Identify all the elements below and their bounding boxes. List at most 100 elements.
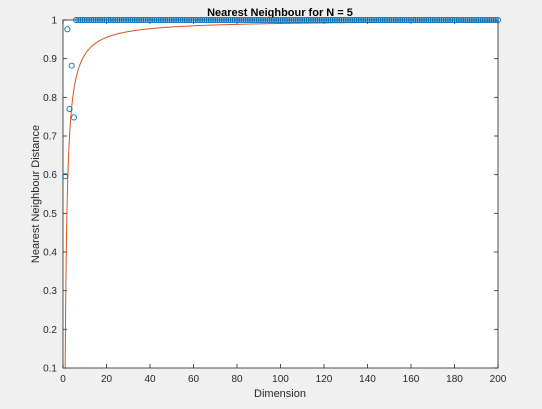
data-point [138,16,145,24]
data-point [275,16,282,24]
data-point [410,16,417,24]
data-point [140,16,147,24]
data-point [316,16,323,24]
data-point [146,16,154,24]
data-point [281,16,288,24]
data-point [283,16,291,24]
y-tick-label: 0.5 [43,209,57,220]
data-point [490,16,497,24]
data-point [86,16,93,24]
data-point [253,16,260,24]
data-point [420,16,428,24]
y-tick-label: 0.1 [43,364,57,375]
data-point [240,16,247,24]
y-tick-label: 0.7 [43,132,57,143]
data-point [118,16,125,24]
data-point [320,16,328,24]
data-point [360,16,367,24]
x-tick-label: 160 [403,374,420,385]
chart-title: Nearest Neighbour for N = 5 [207,7,353,19]
data-point [194,16,201,24]
data-point [273,16,280,24]
data-point [303,16,310,24]
data-point [336,16,343,24]
data-point [164,16,171,24]
data-point [159,16,167,24]
data-point [375,16,382,24]
data-point [114,16,121,24]
data-point [379,16,386,24]
data-point [331,16,338,24]
data-point [457,16,465,24]
data-point [66,105,73,112]
data-point [279,16,286,24]
data-point [192,16,199,24]
data-point [397,16,404,24]
data-point [436,16,443,24]
data-point [90,16,97,24]
y-tick-label: 0.6 [43,170,57,181]
data-point [286,16,293,24]
data-point [327,16,334,24]
data-point [264,16,271,24]
data-point [290,16,297,24]
x-tick-label: 100 [272,374,289,385]
y-axis-label: Nearest Neighbour Distance [30,125,42,263]
data-point [81,16,88,24]
x-axis: 0 20 40 60 80 100 120 140 160 180 200 [60,20,507,385]
data-point [381,16,388,24]
data-point [403,16,410,24]
data-point [218,16,225,24]
y-tick-label: 0.4 [43,248,57,259]
data-point [223,16,230,24]
data-point [451,16,458,24]
data-point [83,16,90,24]
data-point [464,16,471,24]
data-point [120,16,127,24]
data-point [399,16,406,24]
data-point [77,16,84,24]
y-tick-label: 0.9 [43,54,57,65]
data-point [129,16,136,24]
data-point [416,16,423,24]
data-point [249,16,256,24]
data-point [447,16,454,24]
x-tick-label: 120 [316,374,333,385]
data-point [105,16,112,24]
data-point [94,16,101,24]
data-point [270,16,278,24]
data-point [418,16,425,24]
x-tick-label: 0 [60,374,66,385]
data-point [133,16,140,24]
data-point [123,16,130,24]
data-point [401,16,408,24]
data-point [231,16,238,24]
data-point [244,16,251,24]
data-point [384,16,391,24]
data-point [466,16,473,24]
data-point [425,16,432,24]
data-point [423,16,430,24]
data-point [314,16,321,24]
data-point [307,16,315,24]
data-point [368,16,375,24]
data-point [73,16,80,24]
x-tick-label: 200 [490,374,507,385]
x-tick-label: 80 [231,374,243,385]
data-point [325,16,332,24]
data-point [201,16,208,24]
data-point [131,16,138,24]
data-point [323,16,330,24]
data-point [329,16,336,24]
data-point [340,16,347,24]
data-point [112,16,119,24]
data-point [266,16,273,24]
data-point [262,16,269,24]
data-point [355,16,362,24]
data-point [173,16,180,24]
data-point [103,16,110,24]
data-point [342,16,349,24]
data-point [353,16,360,24]
data-point [297,16,304,24]
